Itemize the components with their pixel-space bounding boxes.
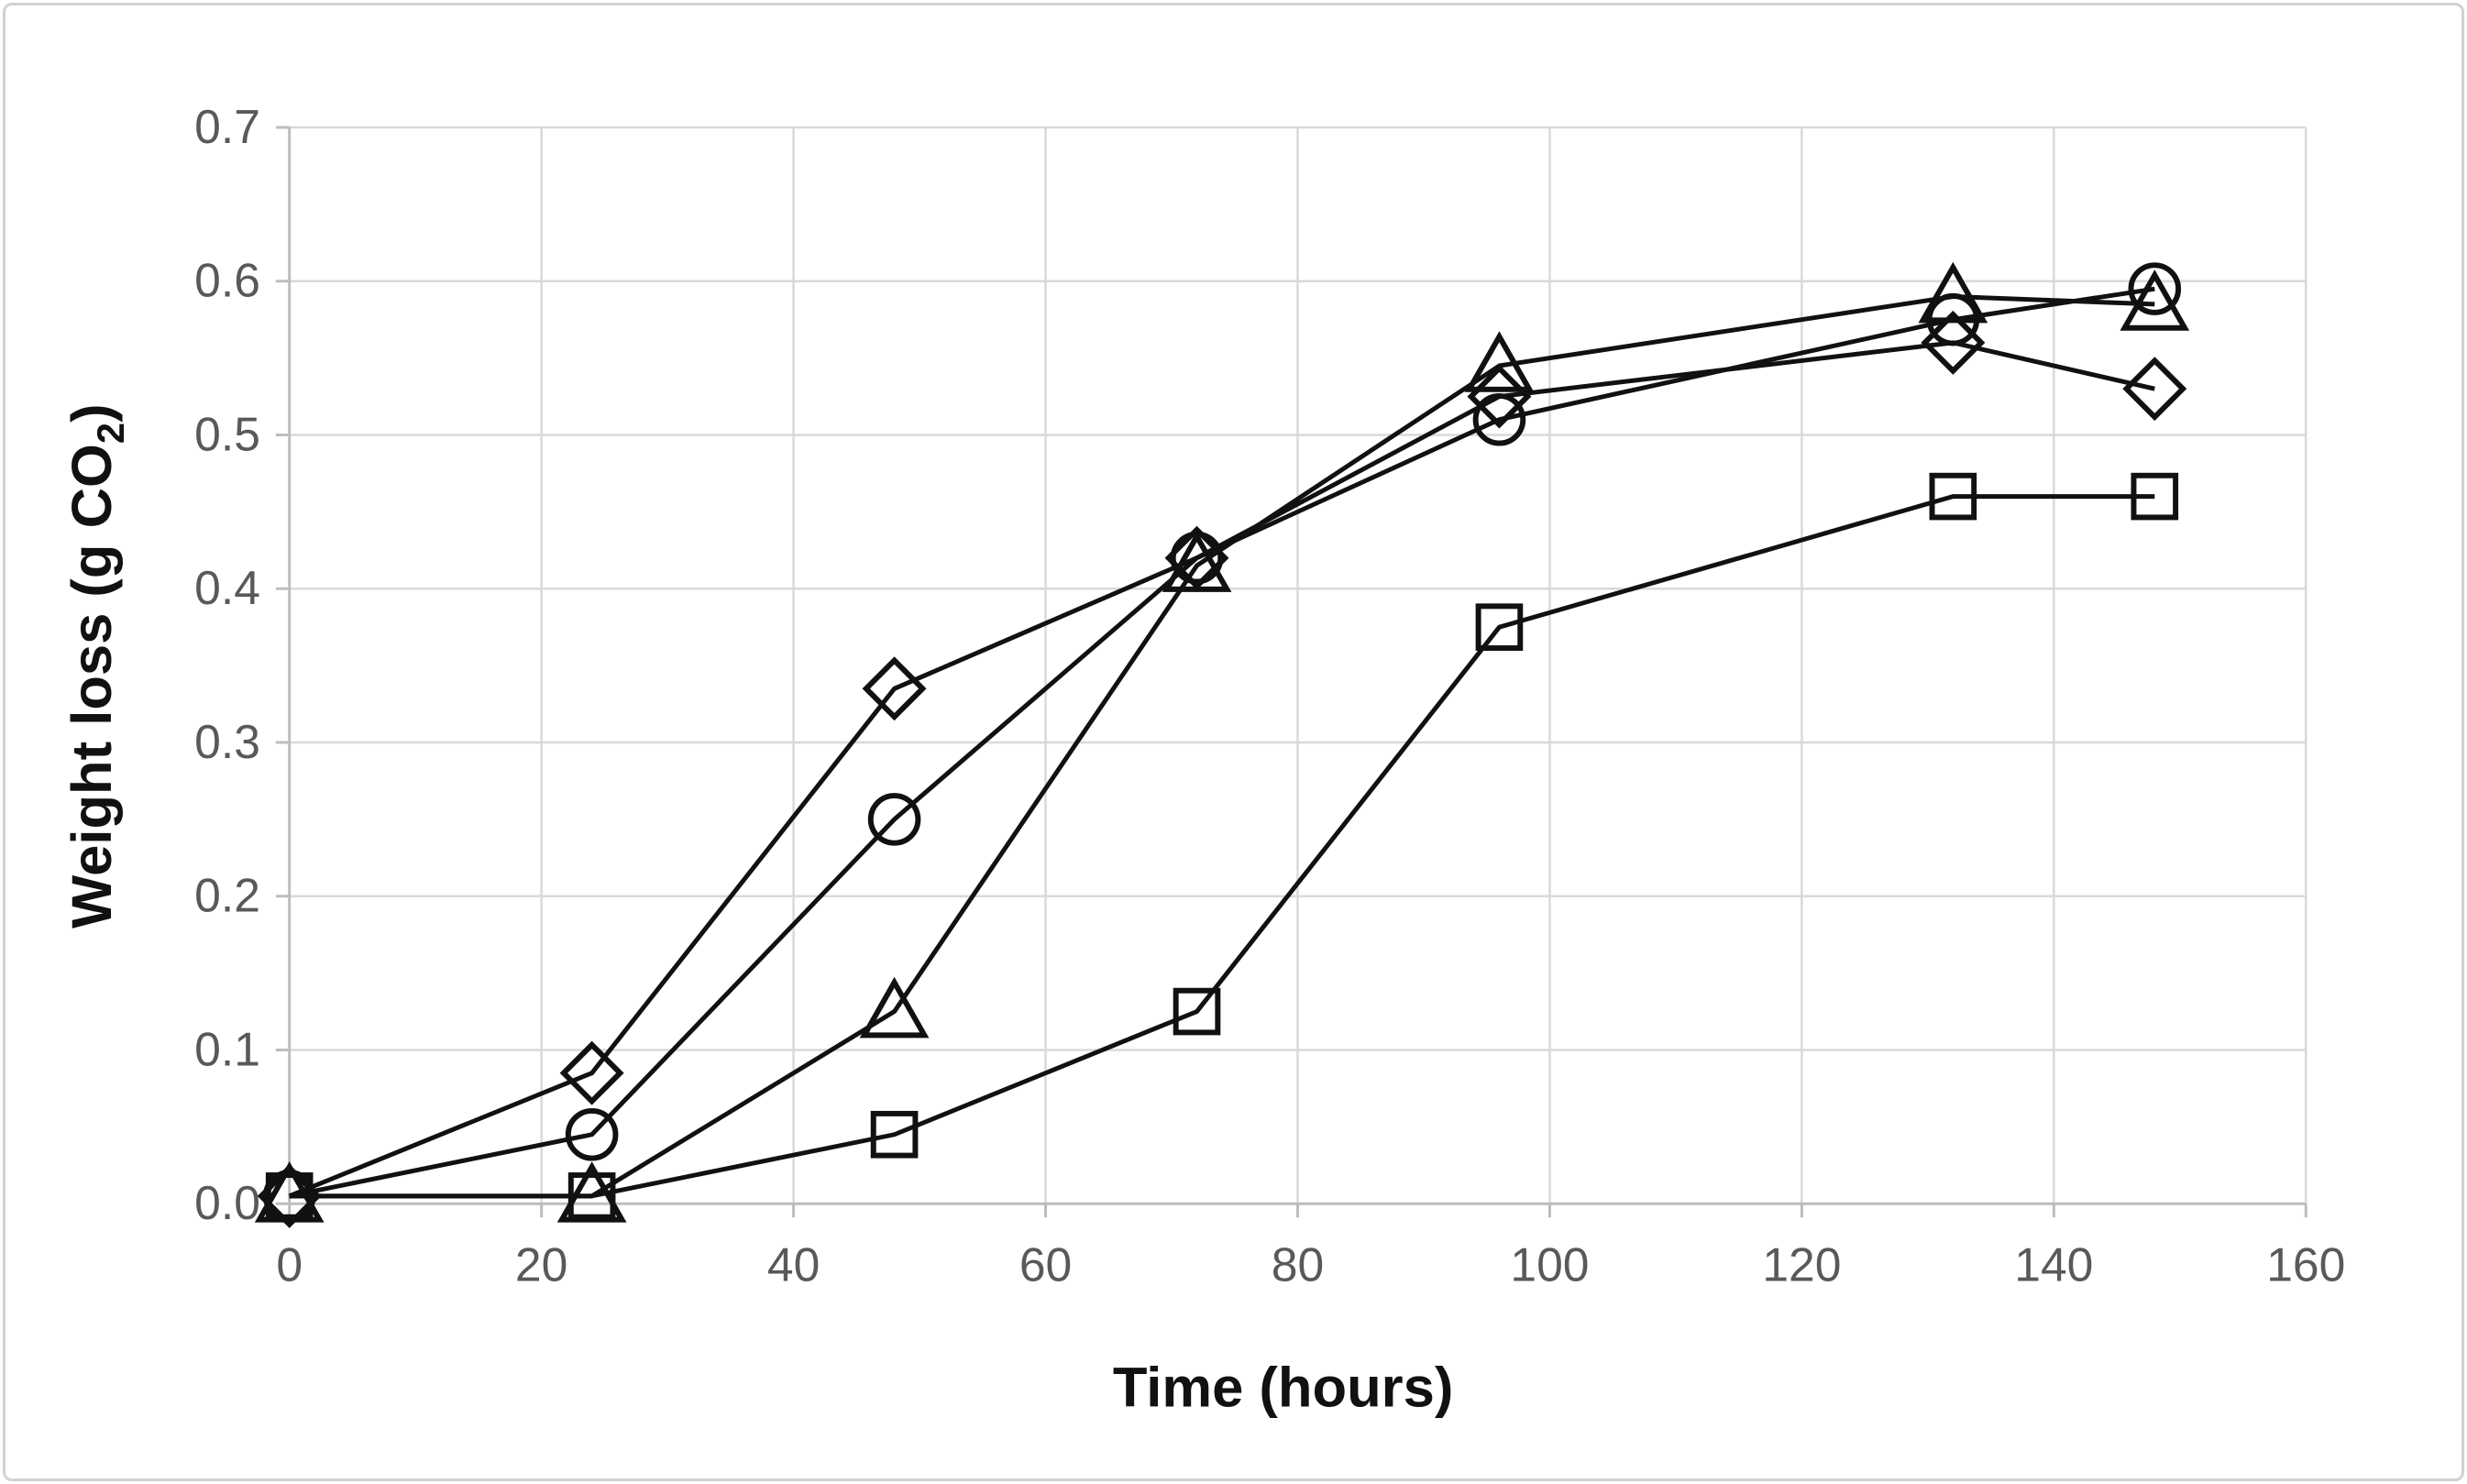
x-tick-label: 20 <box>515 1238 567 1292</box>
triangle-marker <box>859 976 930 1039</box>
triangle-marker <box>1918 261 1988 324</box>
square-marker <box>2131 472 2179 521</box>
y-tick-label: 0.6 <box>194 254 260 307</box>
triangle-marker <box>1464 331 1535 392</box>
gridlines <box>288 126 2307 1205</box>
diamond-marker <box>559 1040 624 1105</box>
square-marker <box>567 1172 616 1220</box>
chart-figure: 0.0 0.1 0.2 0.3 0.4 0.5 0.6 0.7 0 20 40 60 80 100 120… <box>3 3 2464 1481</box>
y-tick-label: 0.7 <box>194 100 260 153</box>
diamond-series <box>257 310 2187 1228</box>
x-tick-label: 80 <box>1272 1238 1324 1292</box>
x-tick-label: 140 <box>2014 1238 2093 1292</box>
circle-marker <box>867 793 921 846</box>
square-marker <box>1475 603 1524 651</box>
x-axis-title: Time (hours) <box>1113 1357 1454 1420</box>
y-tick-label: 0.0 <box>194 1176 260 1229</box>
data-series <box>254 261 2190 1228</box>
square-series-line <box>289 494 2155 1199</box>
circle-marker <box>565 1107 619 1161</box>
line-chart: 0.0 0.1 0.2 0.3 0.4 0.5 0.6 0.7 0 20 40 60 80 100 120… <box>61 100 2345 1420</box>
y-tick-label: 0.3 <box>194 715 260 768</box>
y-tick-label: 0.4 <box>194 561 260 614</box>
x-tick-label: 40 <box>767 1238 820 1292</box>
y-tick-label: 0.1 <box>194 1022 260 1075</box>
x-tick-label: 100 <box>1510 1238 1589 1292</box>
triangle-marker <box>2120 269 2190 331</box>
square-series <box>265 472 2179 1220</box>
diamond-marker <box>2122 357 2187 422</box>
circle-marker <box>2128 262 2182 315</box>
diamond-marker <box>862 656 927 721</box>
square-marker <box>265 1172 314 1220</box>
x-tick-label: 0 <box>276 1238 303 1292</box>
circle-marker <box>1472 392 1526 446</box>
square-marker <box>870 1110 919 1159</box>
y-tick-label: 0.2 <box>194 869 260 922</box>
triangle-series-line <box>289 294 2155 1199</box>
y-tick-label: 0.5 <box>194 407 260 460</box>
axis-ticks <box>275 126 2307 1218</box>
x-tick-label: 60 <box>1019 1238 1072 1292</box>
y-tick-labels: 0.0 0.1 0.2 0.3 0.4 0.5 0.6 0.7 <box>194 100 260 1229</box>
triangle-marker <box>1162 531 1232 592</box>
square-marker <box>1173 987 1221 1036</box>
square-marker <box>1929 472 1977 521</box>
y-axis-title: Weight loss (g CO2) <box>61 403 132 928</box>
x-tick-label: 120 <box>1762 1238 1841 1292</box>
x-tick-labels: 0 20 40 60 80 100 120 140 160 <box>276 1238 2345 1292</box>
x-tick-label: 160 <box>2266 1238 2345 1292</box>
